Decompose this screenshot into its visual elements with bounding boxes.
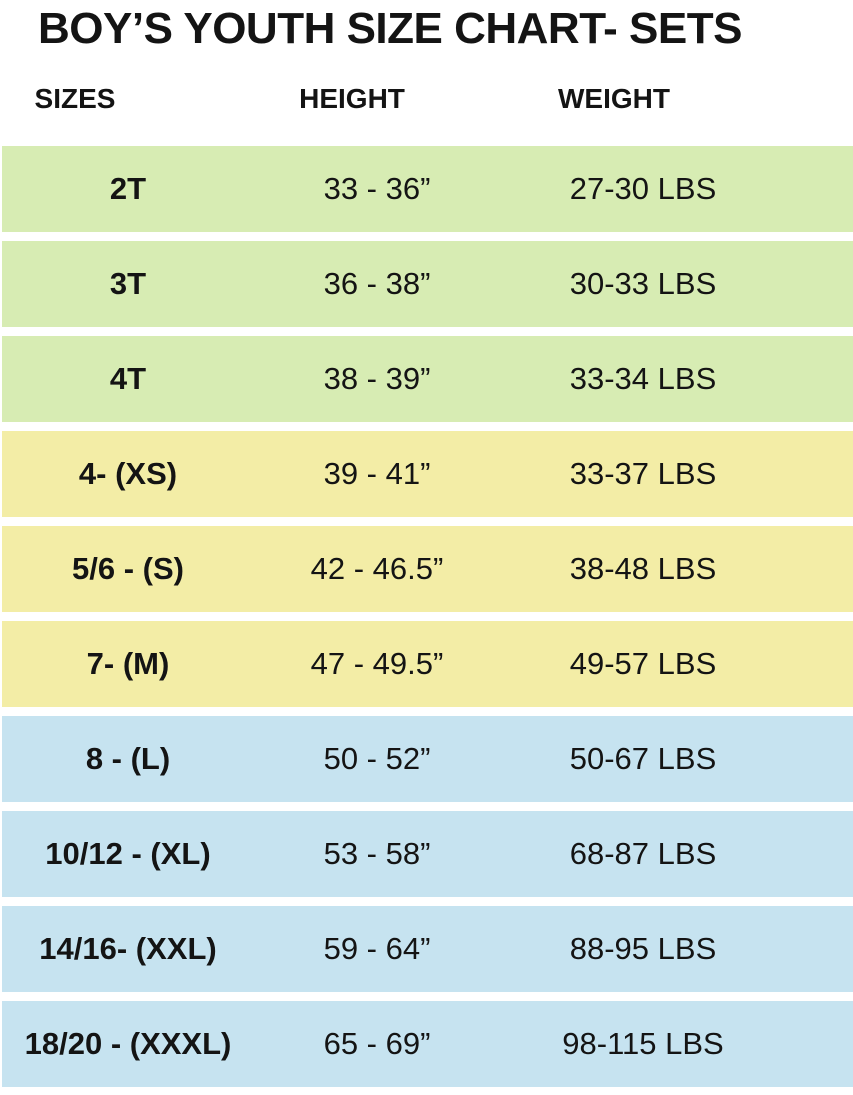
size-cell: 10/12 - (XL)	[45, 836, 211, 871]
height-cell: 42 - 46.5”	[310, 551, 444, 586]
table-row: 5/6 - (S) 42 - 46.5” 38-48 LBS	[2, 526, 853, 612]
table-row: 4- (XS) 39 - 41” 33-37 LBS	[2, 431, 853, 517]
table-row: 7- (M) 47 - 49.5” 49-57 LBS	[2, 621, 853, 707]
weight-cell: 98-115 LBS	[562, 1026, 724, 1061]
column-headers: SIZES HEIGHT WEIGHT	[0, 84, 853, 114]
size-cell: 4- (XS)	[78, 456, 178, 491]
height-cell: 38 - 39”	[323, 361, 431, 396]
weight-cell: 49-57 LBS	[569, 646, 717, 681]
table-row: 4T 38 - 39” 33-34 LBS	[2, 336, 853, 422]
height-cell: 36 - 38”	[323, 266, 431, 301]
size-table: 2T 33 - 36” 27-30 LBS 3T 36 - 38” 30-33 …	[2, 146, 853, 1087]
size-cell: 2T	[109, 171, 147, 206]
chart-title: BOY’S YOUTH SIZE CHART- SETS	[38, 4, 742, 53]
weight-cell: 50-67 LBS	[569, 741, 717, 776]
size-cell: 5/6 - (S)	[72, 551, 184, 586]
height-cell: 47 - 49.5”	[310, 646, 444, 681]
column-header-sizes: SIZES	[34, 83, 116, 114]
table-row: 18/20 - (XXXL) 65 - 69” 98-115 LBS	[2, 1001, 853, 1087]
weight-cell: 38-48 LBS	[569, 551, 717, 586]
height-cell: 59 - 64”	[323, 931, 431, 966]
height-cell: 65 - 69”	[323, 1026, 431, 1061]
weight-cell: 30-33 LBS	[569, 266, 717, 301]
size-cell: 8 - (L)	[85, 741, 171, 776]
size-cell: 14/16- (XXL)	[39, 931, 217, 966]
weight-cell: 33-34 LBS	[569, 361, 717, 396]
table-row: 3T 36 - 38” 30-33 LBS	[2, 241, 853, 327]
size-cell: 4T	[109, 361, 147, 396]
weight-cell: 27-30 LBS	[569, 171, 717, 206]
table-row: 2T 33 - 36” 27-30 LBS	[2, 146, 853, 232]
weight-cell: 88-95 LBS	[569, 931, 717, 966]
table-row: 8 - (L) 50 - 52” 50-67 LBS	[2, 716, 853, 802]
column-header-height: HEIGHT	[299, 83, 405, 114]
column-header-weight: WEIGHT	[558, 83, 670, 114]
height-cell: 39 - 41”	[323, 456, 431, 491]
height-cell: 53 - 58”	[323, 836, 431, 871]
height-cell: 50 - 52”	[323, 741, 431, 776]
weight-cell: 33-37 LBS	[569, 456, 717, 491]
size-cell: 18/20 - (XXXL)	[24, 1026, 232, 1061]
table-row: 14/16- (XXL) 59 - 64” 88-95 LBS	[2, 906, 853, 992]
size-cell: 3T	[109, 266, 147, 301]
height-cell: 33 - 36”	[323, 171, 431, 206]
table-row: 10/12 - (XL) 53 - 58” 68-87 LBS	[2, 811, 853, 897]
weight-cell: 68-87 LBS	[569, 836, 717, 871]
size-cell: 7- (M)	[86, 646, 170, 681]
